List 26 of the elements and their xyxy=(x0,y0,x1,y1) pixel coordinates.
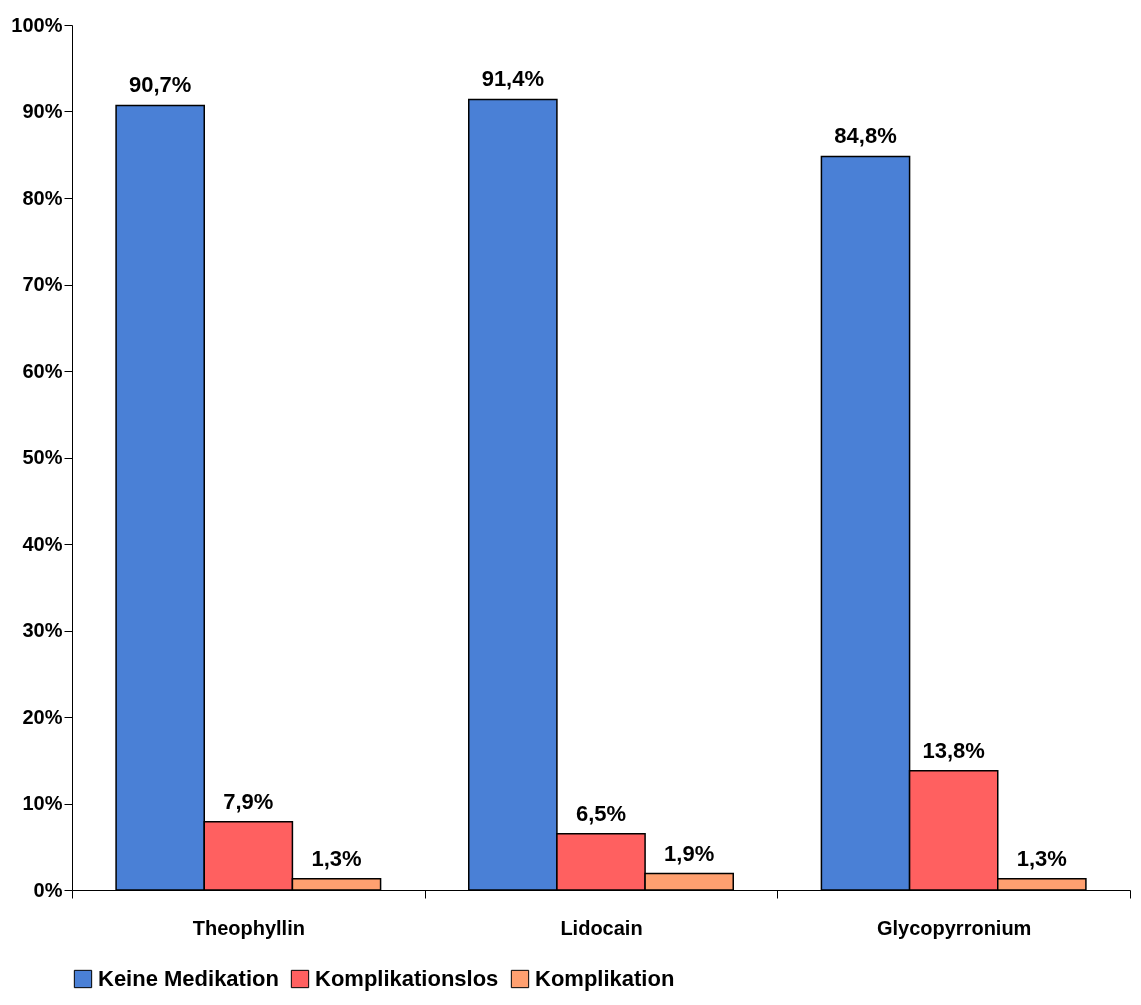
data-label: 84,8% xyxy=(834,123,897,149)
legend-label: Keine Medikation xyxy=(98,966,279,991)
y-tick-label: 60% xyxy=(22,359,63,382)
y-tick-label: 40% xyxy=(22,532,63,555)
data-label: 1,9% xyxy=(664,840,715,866)
y-tick-label: 70% xyxy=(22,273,63,295)
x-tick-label: Theophyllin xyxy=(192,916,305,939)
y-tick-label: 20% xyxy=(22,705,63,728)
data-label: 1,3% xyxy=(311,845,362,871)
data-label: 7,9% xyxy=(223,788,274,814)
y-tick-label: 80% xyxy=(22,186,63,209)
data-label: 1,3% xyxy=(1016,845,1067,871)
data-label: 91,4% xyxy=(481,66,545,92)
data-label: 6,5% xyxy=(575,800,627,826)
legend-label: Komplikation xyxy=(535,966,675,991)
y-tick-label: 90% xyxy=(22,100,63,122)
y-tick-label: 100% xyxy=(11,13,63,36)
y-tick-label: 10% xyxy=(22,792,63,814)
x-tick-label: Lidocain xyxy=(560,916,643,939)
legend-label: Komplikationslos xyxy=(315,966,499,991)
x-tick-label: Glycopyrronium xyxy=(876,916,1032,939)
data-label: 90,7% xyxy=(128,72,192,98)
data-label: 13,8% xyxy=(922,737,985,763)
y-tick-label: 50% xyxy=(22,446,63,468)
y-tick-label: 30% xyxy=(22,619,63,641)
y-tick-label: 0% xyxy=(33,878,63,901)
